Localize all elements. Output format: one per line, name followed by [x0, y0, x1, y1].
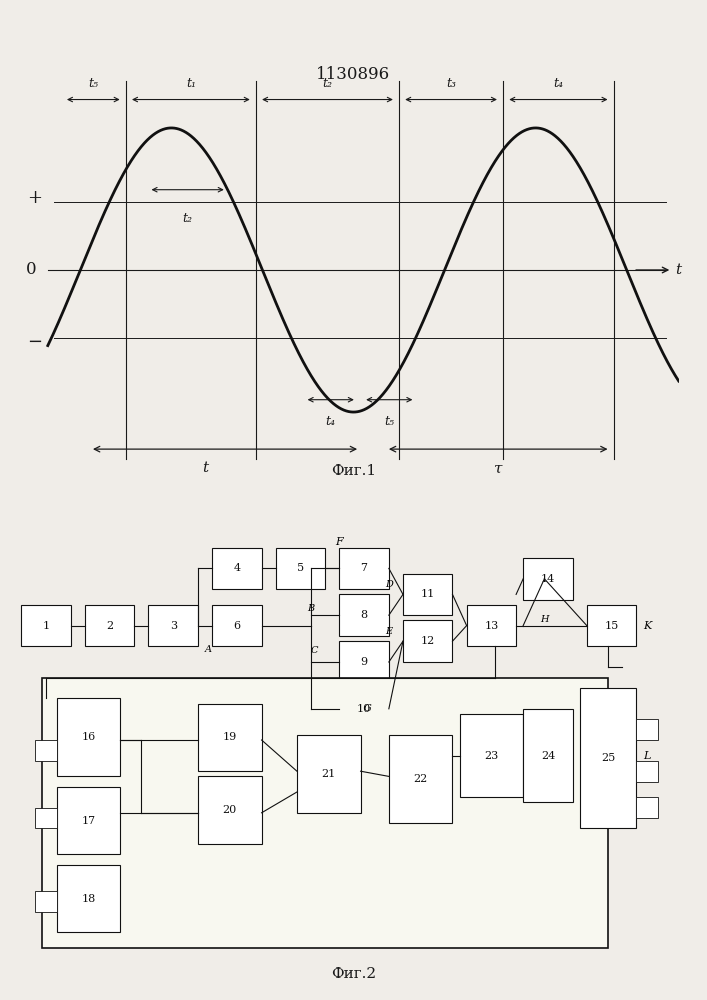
Text: C: C — [311, 646, 319, 655]
Text: 14: 14 — [541, 574, 555, 584]
Text: G: G — [364, 704, 371, 713]
FancyBboxPatch shape — [587, 605, 636, 646]
Text: 0: 0 — [26, 261, 37, 278]
FancyBboxPatch shape — [148, 605, 198, 646]
FancyBboxPatch shape — [85, 605, 134, 646]
Text: 16: 16 — [81, 732, 95, 742]
Text: 1130896: 1130896 — [317, 66, 390, 83]
FancyBboxPatch shape — [636, 797, 658, 818]
Text: −: − — [28, 333, 42, 351]
Text: t₁: t₁ — [186, 77, 196, 90]
Text: 6: 6 — [233, 621, 240, 631]
Text: t₅: t₅ — [88, 77, 98, 90]
FancyBboxPatch shape — [57, 865, 120, 932]
Text: 20: 20 — [223, 805, 237, 815]
Text: t: t — [675, 263, 682, 277]
Text: 21: 21 — [322, 769, 336, 779]
Text: 2: 2 — [106, 621, 113, 631]
Text: 15: 15 — [604, 621, 619, 631]
Text: 10: 10 — [357, 704, 371, 714]
Text: Фиг.1: Фиг.1 — [331, 464, 376, 478]
Text: 8: 8 — [361, 610, 368, 620]
FancyBboxPatch shape — [467, 605, 516, 646]
Text: 3: 3 — [170, 621, 177, 631]
Text: t₂: t₂ — [322, 77, 332, 90]
FancyBboxPatch shape — [297, 735, 361, 813]
Text: t₄: t₄ — [326, 415, 336, 428]
Text: 7: 7 — [361, 563, 368, 573]
FancyBboxPatch shape — [339, 594, 389, 636]
Text: 1: 1 — [42, 621, 49, 631]
FancyBboxPatch shape — [580, 688, 636, 828]
FancyBboxPatch shape — [35, 891, 57, 912]
FancyBboxPatch shape — [389, 735, 452, 823]
Text: 24: 24 — [541, 751, 555, 761]
Text: +: + — [28, 189, 42, 207]
Text: B: B — [308, 604, 315, 613]
Text: 23: 23 — [484, 751, 498, 761]
Text: A: A — [205, 645, 212, 654]
Text: L: L — [643, 751, 650, 761]
FancyBboxPatch shape — [276, 548, 325, 589]
Text: t₅: t₅ — [385, 415, 395, 428]
FancyBboxPatch shape — [523, 558, 573, 600]
Text: 22: 22 — [414, 774, 428, 784]
Text: 18: 18 — [81, 894, 95, 904]
Text: 5: 5 — [297, 563, 304, 573]
Text: 19: 19 — [223, 732, 237, 742]
FancyBboxPatch shape — [403, 574, 452, 615]
Text: H: H — [540, 615, 549, 624]
Text: 11: 11 — [421, 589, 435, 599]
Text: 17: 17 — [81, 816, 95, 826]
Text: 4: 4 — [233, 563, 240, 573]
FancyBboxPatch shape — [636, 719, 658, 740]
FancyBboxPatch shape — [339, 548, 389, 589]
Text: 13: 13 — [484, 621, 498, 631]
Text: t₂: t₂ — [182, 212, 192, 225]
FancyBboxPatch shape — [42, 678, 608, 948]
Text: E: E — [385, 627, 392, 636]
Text: t₃: t₃ — [446, 77, 456, 90]
FancyBboxPatch shape — [198, 704, 262, 771]
Text: D: D — [385, 580, 393, 589]
FancyBboxPatch shape — [212, 605, 262, 646]
FancyBboxPatch shape — [523, 709, 573, 802]
FancyBboxPatch shape — [35, 808, 57, 828]
FancyBboxPatch shape — [198, 776, 262, 844]
Text: t₄: t₄ — [554, 77, 563, 90]
Text: F: F — [336, 537, 343, 547]
Text: t: t — [202, 461, 209, 475]
FancyBboxPatch shape — [403, 620, 452, 662]
Text: 12: 12 — [421, 636, 435, 646]
FancyBboxPatch shape — [57, 787, 120, 854]
Text: τ: τ — [494, 461, 503, 475]
FancyBboxPatch shape — [57, 698, 120, 776]
FancyBboxPatch shape — [636, 761, 658, 782]
Text: 25: 25 — [601, 753, 615, 763]
Text: Фиг.2: Фиг.2 — [331, 967, 376, 981]
FancyBboxPatch shape — [35, 740, 57, 761]
Text: 9: 9 — [361, 657, 368, 667]
FancyBboxPatch shape — [339, 641, 389, 683]
FancyBboxPatch shape — [212, 548, 262, 589]
FancyBboxPatch shape — [21, 605, 71, 646]
FancyBboxPatch shape — [460, 714, 523, 797]
FancyBboxPatch shape — [339, 688, 389, 730]
Text: K: K — [643, 621, 652, 631]
